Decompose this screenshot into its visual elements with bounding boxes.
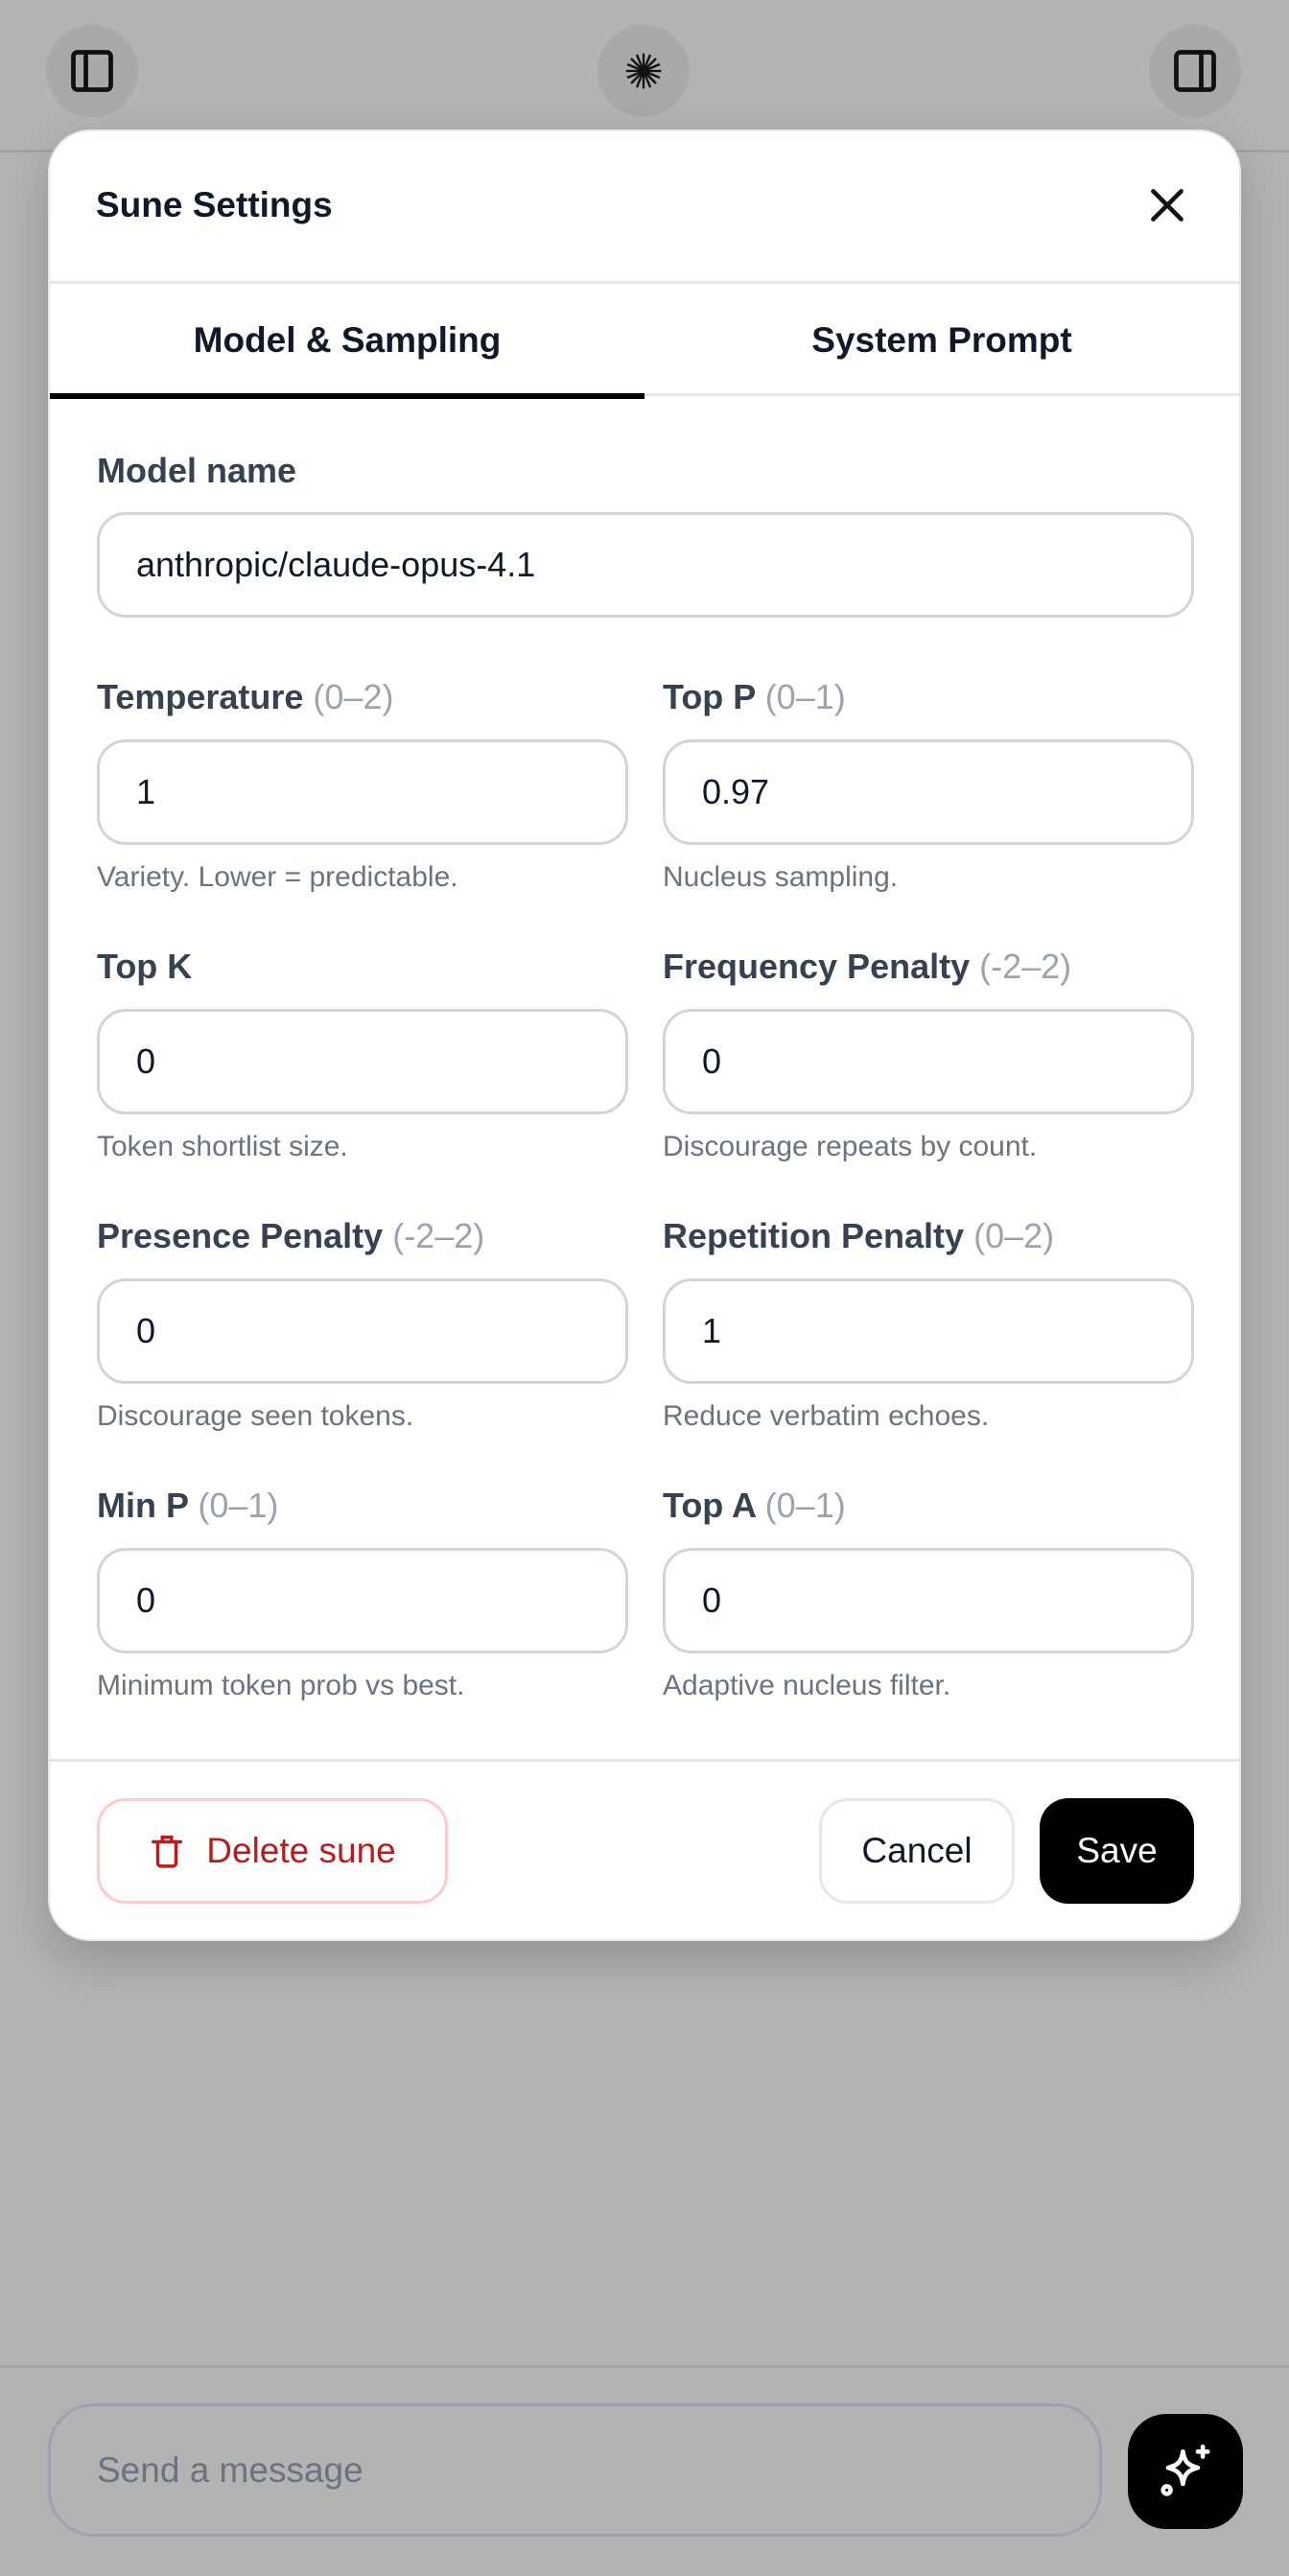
- trash-icon: [152, 1836, 183, 1868]
- min-p-label-text: Min P: [97, 1486, 189, 1525]
- top-a-input[interactable]: 0: [663, 1548, 1194, 1653]
- top-k-value: 0: [136, 1042, 156, 1081]
- model-name-input[interactable]: anthropic/claude-opus-4.1: [97, 512, 1194, 618]
- top-a-help: Adaptive nucleus filter.: [663, 1670, 951, 1701]
- model-name-value: anthropic/claude-opus-4.1: [136, 545, 536, 584]
- temperature-label-text: Temperature: [97, 677, 304, 716]
- repetition-penalty-value: 1: [702, 1311, 722, 1350]
- delete-sune-button[interactable]: Delete sune: [97, 1798, 448, 1904]
- min-p-value: 0: [136, 1581, 156, 1620]
- presence-penalty-help: Discourage seen tokens.: [97, 1400, 414, 1432]
- sidebar-right-icon: [1174, 50, 1216, 92]
- sparkles-icon: [1160, 2444, 1210, 2496]
- top-p-value: 0.97: [702, 772, 770, 811]
- close-button[interactable]: [1143, 181, 1191, 229]
- send-button[interactable]: [1128, 2414, 1243, 2529]
- top-k-input[interactable]: 0: [97, 1009, 628, 1114]
- top-a-range: (0–1): [764, 1486, 846, 1525]
- frequency-penalty-label-text: Frequency Penalty: [663, 947, 971, 986]
- top-a-label: Top A (0–1): [663, 1486, 846, 1526]
- presence-penalty-value: 0: [136, 1311, 156, 1350]
- top-k-label-text: Top K: [97, 947, 193, 986]
- presence-penalty-label: Presence Penalty (-2–2): [97, 1216, 484, 1256]
- top-k-label: Top K: [97, 947, 192, 987]
- dialog-header: Sune Settings: [50, 131, 1239, 284]
- frequency-penalty-range: (-2–2): [979, 947, 1072, 986]
- temperature-range: (0–2): [313, 677, 394, 716]
- tab-bar: Model & Sampling System Prompt: [50, 284, 1239, 399]
- temperature-label: Temperature (0–2): [97, 677, 393, 717]
- frequency-penalty-help: Discourage repeats by count.: [663, 1131, 1038, 1162]
- top-p-label-text: Top P: [663, 677, 756, 716]
- presence-penalty-label-text: Presence Penalty: [97, 1216, 384, 1255]
- repetition-penalty-label-text: Repetition Penalty: [663, 1216, 965, 1255]
- temperature-input[interactable]: 1: [97, 739, 628, 845]
- delete-sune-label: Delete sune: [206, 1831, 396, 1870]
- presence-penalty-input[interactable]: 0: [97, 1278, 628, 1384]
- save-button[interactable]: Save: [1040, 1798, 1194, 1904]
- top-k-help: Token shortlist size.: [97, 1131, 348, 1162]
- min-p-help: Minimum token prob vs best.: [97, 1670, 465, 1701]
- repetition-penalty-help: Reduce verbatim echoes.: [663, 1400, 990, 1432]
- top-a-label-text: Top A: [663, 1486, 756, 1525]
- top-p-input[interactable]: 0.97: [663, 739, 1194, 845]
- repetition-penalty-range: (0–2): [973, 1216, 1055, 1255]
- top-a-value: 0: [702, 1581, 722, 1620]
- repetition-penalty-input[interactable]: 1: [663, 1278, 1194, 1384]
- sparkle-burst-icon: [625, 53, 662, 89]
- top-p-help: Nucleus sampling.: [663, 861, 899, 893]
- sidebar-left-icon: [71, 50, 113, 92]
- frequency-penalty-value: 0: [702, 1042, 722, 1081]
- dialog-footer-divider: [50, 1759, 1239, 1762]
- toggle-left-sidebar-button[interactable]: [46, 25, 138, 117]
- bottom-bar-divider: [0, 2365, 1289, 2368]
- toggle-right-sidebar-button[interactable]: [1149, 25, 1241, 117]
- message-input[interactable]: Send a message: [48, 2403, 1102, 2537]
- sune-logo-button[interactable]: [598, 25, 690, 117]
- min-p-input[interactable]: 0: [97, 1548, 628, 1653]
- tab-model-sampling[interactable]: Model & Sampling: [50, 284, 644, 399]
- presence-penalty-range: (-2–2): [392, 1216, 485, 1255]
- temperature-help: Variety. Lower = predictable.: [97, 861, 458, 893]
- frequency-penalty-label: Frequency Penalty (-2–2): [663, 947, 1071, 987]
- model-name-label: Model name: [97, 451, 297, 490]
- min-p-label: Min P (0–1): [97, 1486, 278, 1526]
- message-placeholder: Send a message: [97, 2449, 363, 2490]
- top-p-label: Top P (0–1): [663, 677, 846, 717]
- cancel-button[interactable]: Cancel: [819, 1798, 1015, 1904]
- temperature-value: 1: [136, 772, 156, 811]
- repetition-penalty-label: Repetition Penalty (0–2): [663, 1216, 1054, 1256]
- frequency-penalty-input[interactable]: 0: [663, 1009, 1194, 1114]
- min-p-range: (0–1): [198, 1486, 279, 1525]
- sune-settings-dialog: Sune Settings Model & Sampling System Pr…: [48, 129, 1241, 1941]
- close-icon: [1151, 189, 1184, 222]
- tab-system-prompt[interactable]: System Prompt: [811, 319, 1072, 360]
- top-p-range: (0–1): [764, 677, 846, 716]
- dialog-title: Sune Settings: [96, 185, 333, 224]
